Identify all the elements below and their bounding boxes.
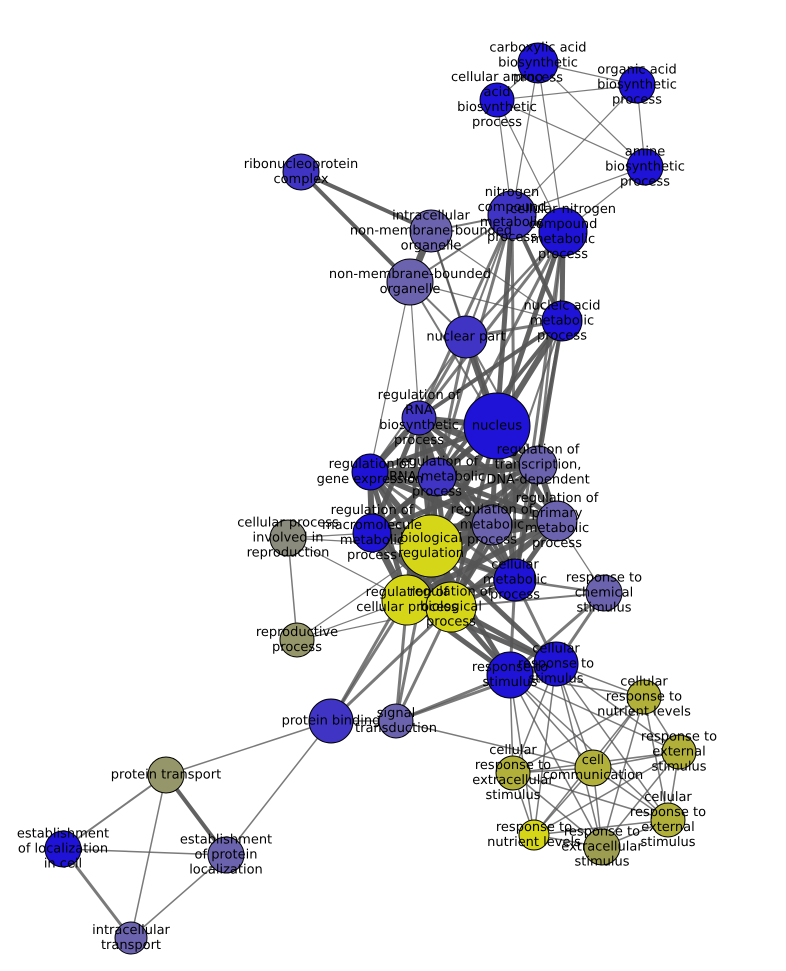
graph-node-response_to_nutrient_levels[interactable]: [518, 819, 550, 851]
graph-edge: [417, 231, 565, 419]
graph-node-carboxylic_acid_biosynthetic_process[interactable]: [517, 42, 559, 84]
graph-node-cellular_nitrogen_compound_metabolic_process[interactable]: [538, 207, 588, 257]
graph-edge: [300, 170, 432, 233]
graph-node-nucleus[interactable]: [463, 392, 531, 460]
graph-node-regulation_of_transcription_dna_dependent[interactable]: [518, 445, 558, 485]
graph-edge: [496, 84, 638, 101]
graph-node-cellular_amino_acid_biosynthetic_process[interactable]: [479, 82, 515, 118]
graph-node-cellular_response_to_external_stimulus[interactable]: [650, 802, 686, 838]
graph-node-intracellular_transport[interactable]: [114, 921, 148, 955]
graph-node-regulation_of_cellular_process[interactable]: [381, 574, 433, 626]
graph-node-ribonucleoprotein_complex[interactable]: [282, 153, 320, 191]
graph-edge: [165, 720, 332, 776]
graph-edge: [512, 772, 669, 821]
graph-edge: [299, 170, 412, 284]
graph-node-response_to_external_stimulus[interactable]: [661, 734, 697, 770]
graph-node-regulation_of_primary_metabolic_process[interactable]: [536, 500, 578, 542]
graph-edge: [329, 605, 453, 723]
graph-edge: [430, 230, 563, 322]
graph-edge: [601, 751, 680, 848]
graph-node-cellular_response_to_nutrient_levels[interactable]: [626, 679, 662, 715]
graph-node-protein_binding[interactable]: [308, 698, 354, 744]
graph-edge: [555, 663, 680, 753]
graph-edge: [496, 99, 564, 233]
graph-edge: [509, 674, 535, 836]
graph-node-nuclear_part[interactable]: [444, 315, 488, 359]
graph-node-organic_acid_biosynthetic_process[interactable]: [618, 66, 656, 104]
graph-edge: [62, 774, 167, 850]
graph-node-cell_communication[interactable]: [574, 749, 612, 787]
graph-edge: [512, 772, 603, 848]
graph-node-response_to_stimulus[interactable]: [486, 651, 534, 699]
graph-edge: [533, 751, 680, 836]
graph-node-amine_biosynthetic_process[interactable]: [626, 148, 664, 186]
graph-edge: [509, 674, 669, 821]
graph-edge: [225, 720, 332, 856]
graph-edge: [509, 674, 603, 848]
graph-edge: [417, 319, 564, 420]
graph-edge: [601, 696, 645, 848]
graph-edge: [537, 62, 646, 168]
graph-node-regulation_of_biological_process[interactable]: [425, 581, 477, 633]
graph-node-cellular_process_involved_in_reproduction[interactable]: [269, 519, 307, 557]
graph-edge: [533, 663, 557, 836]
graph-edge: [533, 819, 669, 836]
graph-edge: [555, 663, 603, 848]
graph-node-non_membrane_bounded_organelle[interactable]: [386, 258, 434, 306]
nodes-group: [44, 42, 697, 955]
graph-node-cellular_response_to_extracellular_stimulus[interactable]: [495, 755, 531, 791]
graph-node-cellular_metabolic_process[interactable]: [493, 558, 537, 602]
graph-edge: [61, 848, 133, 939]
graph-edge: [494, 231, 566, 427]
graph-node-regulation_of_macromolecule_metabolic_process[interactable]: [352, 513, 392, 553]
graph-edge: [512, 696, 645, 774]
graph-edge: [450, 592, 605, 608]
graph-edge: [409, 281, 563, 322]
graph-edge: [494, 214, 515, 427]
edges-group: [61, 62, 680, 939]
graph-node-intracellular_non_membrane_bounded_organelle[interactable]: [409, 209, 453, 253]
graph-edge: [130, 774, 167, 939]
graph-edge: [511, 84, 638, 216]
graph-node-nucleic_acid_metabolic_process[interactable]: [541, 300, 583, 342]
graph-edge: [369, 469, 558, 524]
graph-node-protein_transport[interactable]: [147, 756, 185, 794]
graph-edge: [62, 848, 227, 856]
graph-node-reproductive_process[interactable]: [279, 622, 315, 658]
graph-edge: [130, 854, 227, 939]
graph-node-nitrogen_compound_metabolic_process[interactable]: [487, 190, 537, 240]
graph-edge: [395, 720, 594, 769]
graph-node-regulation_of_metabolic_process[interactable]: [471, 504, 513, 546]
graph-edge: [371, 517, 558, 537]
graph-edge: [496, 99, 646, 168]
graph-node-response_to_chemical_stimulus[interactable]: [585, 574, 623, 612]
graph-node-regulation_of_rna_metabolic_process[interactable]: [417, 457, 457, 497]
graph-edge: [511, 62, 539, 216]
graph-edge: [537, 62, 564, 233]
graph-node-regulation_of_gene_expression[interactable]: [351, 453, 389, 491]
graph-node-biological_regulation[interactable]: [399, 514, 463, 578]
graph-edge: [368, 469, 494, 528]
graph-node-establishment_of_localization_in_cell[interactable]: [44, 830, 82, 868]
graph-edge: [643, 696, 669, 821]
graph-edge: [369, 281, 411, 473]
graph-node-signal_transduction[interactable]: [378, 703, 414, 739]
graph-edge: [509, 674, 680, 753]
graph-node-regulation_of_rna_biosynthetic_process[interactable]: [401, 400, 437, 436]
graph-node-establishment_of_protein_localization[interactable]: [207, 836, 245, 874]
graph-node-cellular_response_to_stimulus[interactable]: [533, 641, 579, 687]
graph-node-response_to_extracellular_stimulus[interactable]: [583, 828, 621, 866]
